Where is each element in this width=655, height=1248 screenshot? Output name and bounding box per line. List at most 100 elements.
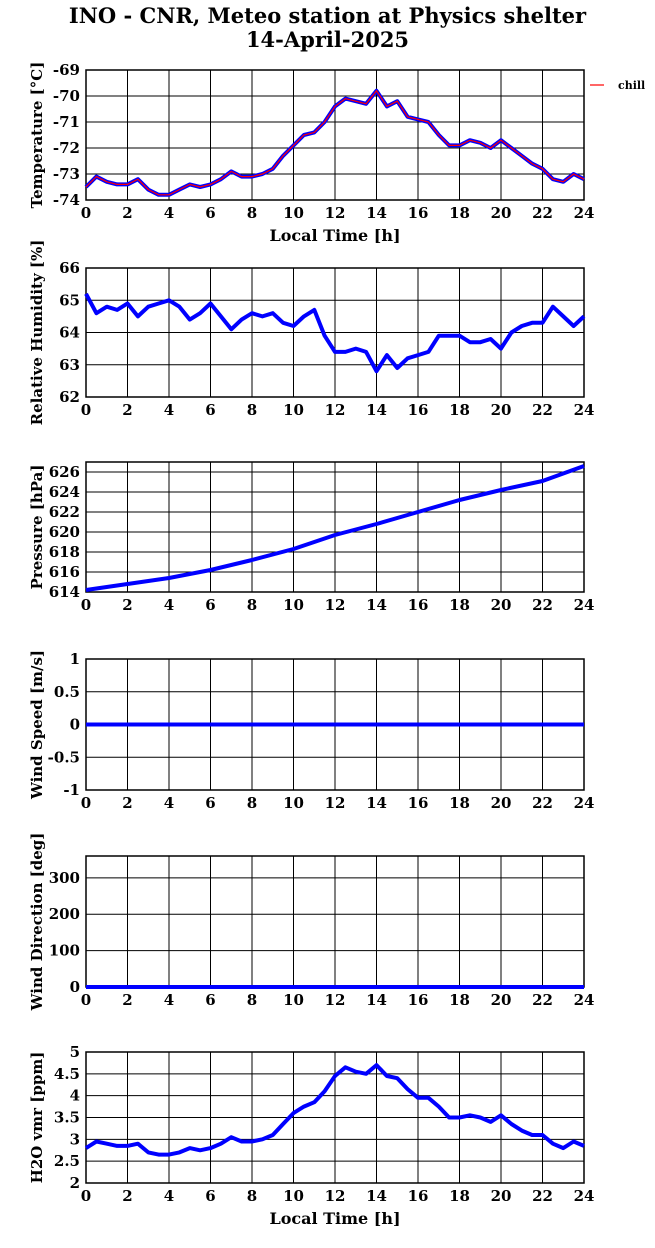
x-tick-label: 2	[122, 596, 132, 614]
x-tick-label: 4	[164, 991, 174, 1009]
x-tick-label: 18	[449, 401, 470, 419]
y-tick-label: 65	[59, 291, 80, 309]
y-tick-label: 618	[49, 543, 80, 561]
x-tick-label: 16	[408, 991, 429, 1009]
x-tick-label: 0	[81, 794, 91, 812]
x-tick-label: 18	[449, 991, 470, 1009]
x-tick-label: 14	[366, 991, 387, 1009]
x-tick-label: 10	[283, 991, 304, 1009]
y-tick-label: 4.5	[54, 1065, 80, 1083]
y-tick-label: -72	[53, 139, 80, 157]
series-line-0	[85, 464, 585, 592]
chart-title: INO - CNR, Meteo station at Physics shel…	[68, 3, 587, 28]
x-tick-label: 10	[283, 596, 304, 614]
x-tick-label: 12	[325, 596, 346, 614]
x-tick-label: 22	[532, 596, 553, 614]
x-tick-label: 4	[164, 596, 174, 614]
x-tick-label: 18	[449, 596, 470, 614]
y-tick-label: 2.5	[54, 1152, 80, 1170]
x-tick-label: 12	[325, 1187, 346, 1205]
y-tick-label: -73	[53, 165, 80, 183]
y-tick-label: 62	[59, 388, 80, 406]
x-tick-label: 4	[164, 794, 174, 812]
plot-frame	[85, 461, 585, 593]
chart-subtitle: 14-April-2025	[245, 27, 410, 52]
x-tick-label: 16	[408, 794, 429, 812]
y-tick-label: 626	[49, 463, 80, 481]
x-tick-label: 8	[247, 1187, 257, 1205]
legend-entry: chill	[618, 79, 645, 92]
x-tick-label: 18	[449, 794, 470, 812]
x-tick-label: 24	[574, 204, 595, 222]
y-tick-label: 64	[59, 324, 80, 342]
y-tick-label: 622	[49, 503, 80, 521]
x-tick-label: 8	[247, 794, 257, 812]
x-tick-label: 10	[283, 1187, 304, 1205]
series-line-0	[84, 1063, 585, 1157]
x-tick-label: 16	[408, 204, 429, 222]
x-tick-label: 0	[81, 1187, 91, 1205]
y-tick-label: -69	[53, 61, 80, 79]
x-tick-label: 2	[122, 401, 132, 419]
chart-panel-1: 0 2 4 6 8 10 12 14 16 18 20 22 246263646566Relative …	[28, 240, 594, 426]
x-axis-label: Local Time [h]	[269, 1209, 400, 1228]
x-tick-label: 20	[491, 401, 512, 419]
plot-frame	[85, 1051, 585, 1184]
series-overlay-line-0	[85, 89, 585, 196]
chart-panel-2: 0 2 4 6 8 10 12 14 16 18 20 22 246146166186206226246…	[28, 461, 594, 614]
x-tick-label: 20	[491, 596, 512, 614]
y-axis-label: Wind Speed [m/s]	[28, 650, 46, 800]
x-tick-label: 14	[366, 794, 387, 812]
x-tick-label: 6	[205, 991, 215, 1009]
title-block: INO - CNR, Meteo station at Physics shel…	[0, 4, 655, 52]
y-tick-label: 200	[49, 905, 80, 923]
x-tick-label: 6	[205, 401, 215, 419]
x-tick-label: 2	[122, 794, 132, 812]
x-tick-label: 20	[491, 204, 512, 222]
y-tick-label: -71	[53, 113, 80, 131]
y-tick-label: 2	[70, 1174, 80, 1192]
x-tick-label: 12	[325, 794, 346, 812]
x-tick-label: 8	[247, 401, 257, 419]
plot-frame	[85, 267, 585, 398]
x-tick-label: 0	[81, 204, 91, 222]
x-tick-label: 10	[283, 204, 304, 222]
x-tick-label: 14	[366, 204, 387, 222]
x-tick-label: 10	[283, 794, 304, 812]
y-tick-label: 3	[70, 1130, 80, 1148]
y-tick-label: 624	[49, 483, 80, 501]
x-tick-label: 18	[449, 1187, 470, 1205]
x-tick-label: 8	[247, 991, 257, 1009]
x-tick-label: 8	[247, 204, 257, 222]
y-axis-label: Relative Humidity [%]	[28, 240, 46, 426]
x-tick-label: 6	[205, 204, 215, 222]
x-tick-label: 24	[574, 991, 595, 1009]
x-tick-label: 0	[81, 401, 91, 419]
x-tick-label: 16	[408, 596, 429, 614]
x-tick-label: 8	[247, 596, 257, 614]
y-tick-label: -70	[53, 87, 80, 105]
x-tick-label: 14	[366, 596, 387, 614]
chart-panel-0: 0 2 4 6 8 10 12 14 16 18 20 22 24-74-73-72-71-70-69T…	[28, 61, 645, 245]
x-tick-label: 24	[574, 794, 595, 812]
y-tick-label: -0.5	[48, 748, 80, 766]
x-tick-label: 0	[81, 991, 91, 1009]
x-tick-label: 14	[366, 1187, 387, 1205]
x-tick-label: 16	[408, 401, 429, 419]
y-tick-label: 3.5	[54, 1109, 80, 1127]
x-tick-label: 12	[325, 204, 346, 222]
x-tick-label: 2	[122, 991, 132, 1009]
x-tick-label: 10	[283, 401, 304, 419]
x-tick-label: 12	[325, 401, 346, 419]
x-tick-label: 4	[164, 1187, 174, 1205]
y-tick-label: 0	[70, 716, 80, 734]
y-tick-label: -1	[63, 781, 80, 799]
x-tick-label: 16	[408, 1187, 429, 1205]
y-tick-label: -74	[53, 191, 80, 209]
x-tick-label: 22	[532, 991, 553, 1009]
y-tick-label: 5	[70, 1043, 80, 1061]
x-tick-label: 22	[532, 1187, 553, 1205]
